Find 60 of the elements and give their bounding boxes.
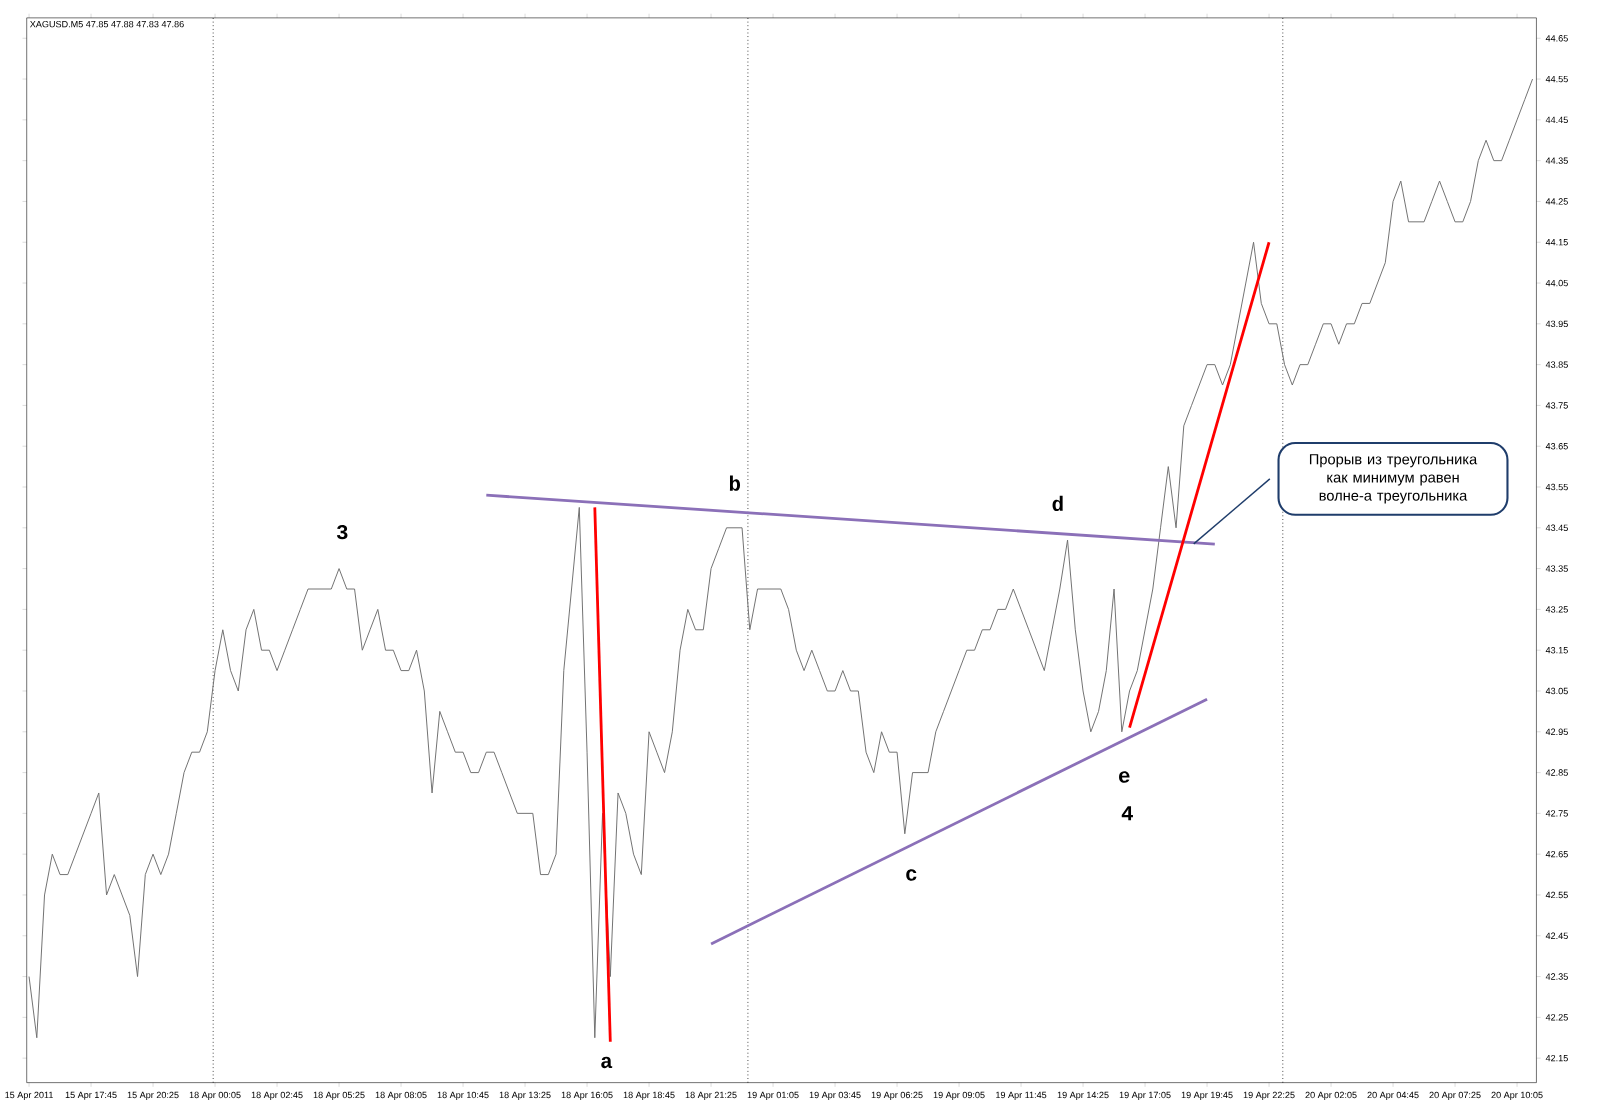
y-tick-label: 42.15	[1545, 1054, 1568, 1062]
annotation: Прорыв из треугольника как минимум равен волне-а треугольника	[1309, 454, 1478, 504]
x-tick-label: 19 Apr 22:25	[1243, 1091, 1295, 1100]
x-tick-label: 19 Apr 11:45	[996, 1091, 1047, 1100]
x-tick-label: 18 Apr 21:25	[685, 1091, 737, 1100]
x-tick-label: 19 Apr 06:25	[871, 1091, 923, 1100]
y-tick-label: 43.65	[1545, 442, 1568, 450]
y-tick-label: 44.15	[1545, 238, 1568, 246]
y-tick-label: 44.35	[1545, 157, 1568, 164]
annotation: 3	[336, 524, 348, 540]
x-tick-label: 18 Apr 18:45	[623, 1091, 675, 1100]
x-tick-label: 19 Apr 09:05	[933, 1091, 985, 1100]
annotation: a	[601, 1056, 613, 1068]
x-tick-label: 18 Apr 08:05	[375, 1091, 427, 1100]
x-tick-label: 19 Apr 01:05	[747, 1091, 799, 1100]
x-tick-label: 18 Apr 13:25	[499, 1091, 551, 1100]
x-tick-label: 15 Apr 20:25	[127, 1091, 179, 1100]
x-tick-label: 18 Apr 00:05	[189, 1091, 241, 1100]
y-tick-label: 44.45	[1545, 116, 1568, 123]
x-tick-label: 19 Apr 14:25	[1057, 1091, 1109, 1100]
y-tick-label: 43.35	[1545, 565, 1568, 572]
y-tick-label: 43.85	[1545, 361, 1568, 368]
annotation: b	[729, 475, 741, 491]
annotation: c	[906, 869, 917, 881]
y-tick-label: 43.45	[1545, 524, 1568, 531]
x-tick-label: 19 Apr 19:45	[1181, 1091, 1233, 1100]
y-tick-label: 42.55	[1545, 891, 1568, 898]
y-tick-label: 43.25	[1545, 605, 1568, 613]
x-tick-label: 15 Apr 2011	[5, 1091, 53, 1100]
y-tick-label: 44.65	[1545, 34, 1568, 42]
y-tick-label: 42.85	[1545, 769, 1568, 776]
annotation: d	[1052, 495, 1063, 511]
x-tick-label: 18 Apr 16:05	[561, 1091, 613, 1100]
y-tick-label: 43.75	[1545, 402, 1568, 409]
y-tick-label: 43.95	[1545, 320, 1568, 327]
y-tick-label: 43.55	[1545, 483, 1568, 491]
x-tick-label: 18 Apr 05:25	[313, 1091, 365, 1100]
x-tick-label: 15 Apr 17:45	[65, 1091, 117, 1100]
y-tick-label: 44.05	[1545, 279, 1568, 287]
y-tick-label: 42.95	[1545, 728, 1568, 735]
y-tick-label: 43.05	[1545, 687, 1568, 694]
chart-title: XAGUSD.M5 47.85 47.88 47.83 47.86	[29, 20, 184, 28]
x-tick-label: 20 Apr 10:05	[1491, 1091, 1543, 1100]
y-tick-label: 44.25	[1545, 198, 1568, 205]
x-tick-label: 20 Apr 07:25	[1429, 1091, 1481, 1100]
x-tick-label: 20 Apr 02:05	[1305, 1091, 1357, 1100]
y-tick-label: 43.15	[1545, 646, 1568, 654]
y-tick-label: 42.35	[1545, 973, 1568, 980]
y-tick-label: 42.65	[1545, 850, 1568, 858]
y-tick-label: 42.25	[1545, 1013, 1568, 1021]
y-tick-label: 42.45	[1545, 932, 1568, 939]
x-tick-label: 18 Apr 10:45	[437, 1091, 489, 1100]
x-tick-label: 19 Apr 17:05	[1119, 1091, 1171, 1100]
y-tick-label: 44.55	[1545, 75, 1568, 83]
x-tick-label: 19 Apr 03:45	[809, 1091, 861, 1100]
y-tick-label: 42.75	[1545, 809, 1568, 817]
x-tick-label: 18 Apr 02:45	[251, 1091, 303, 1100]
annotation: e	[1119, 771, 1130, 783]
x-tick-label: 20 Apr 04:45	[1367, 1091, 1419, 1100]
annotation: 4	[1121, 806, 1133, 820]
